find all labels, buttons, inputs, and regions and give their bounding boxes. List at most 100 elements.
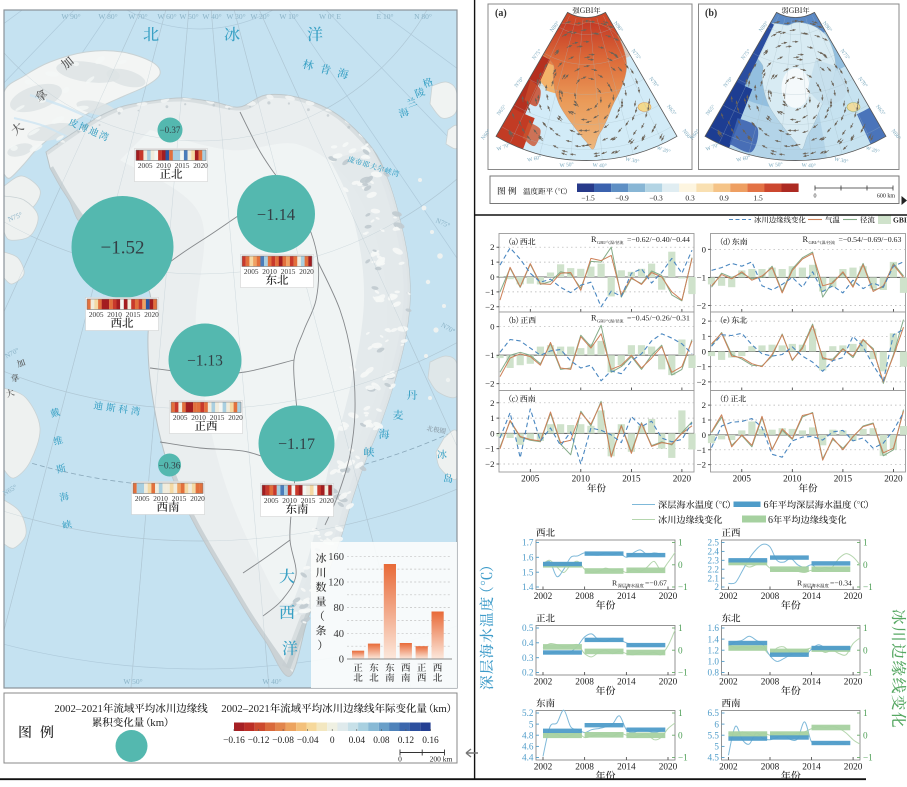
svg-text:W 50°: W 50° bbox=[123, 677, 142, 686]
svg-text:600 km: 600 km bbox=[877, 194, 896, 200]
svg-text:−1.13: −1.13 bbox=[187, 352, 223, 369]
svg-text:2014: 2014 bbox=[617, 763, 636, 773]
svg-text:0: 0 bbox=[490, 428, 495, 438]
svg-text:W 70°: W 70° bbox=[128, 12, 147, 21]
svg-text:2: 2 bbox=[714, 582, 719, 592]
svg-text:GBI/: GBI/ bbox=[597, 240, 607, 245]
svg-text:2008: 2008 bbox=[575, 763, 594, 773]
svg-text:2005: 2005 bbox=[89, 310, 104, 319]
svg-text:1.6: 1.6 bbox=[708, 623, 720, 633]
svg-text:−1: −1 bbox=[485, 287, 494, 297]
svg-text:−0.08: −0.08 bbox=[272, 736, 294, 746]
svg-text:120: 120 bbox=[328, 578, 344, 589]
svg-text:0: 0 bbox=[330, 736, 335, 746]
svg-text:2008: 2008 bbox=[575, 678, 594, 688]
svg-text:2010: 2010 bbox=[572, 474, 591, 484]
svg-text:2: 2 bbox=[702, 400, 706, 410]
svg-text:0: 0 bbox=[863, 646, 868, 656]
svg-text:=−0.34: =−0.34 bbox=[830, 579, 852, 588]
svg-text:2014: 2014 bbox=[802, 763, 821, 773]
svg-text:1.4: 1.4 bbox=[708, 634, 720, 644]
svg-text:5: 5 bbox=[714, 742, 719, 752]
svg-text:2014: 2014 bbox=[617, 592, 636, 602]
svg-text:km: km bbox=[433, 703, 447, 715]
svg-text:2020: 2020 bbox=[659, 592, 678, 602]
svg-text:1.2: 1.2 bbox=[708, 646, 720, 656]
svg-text:−0.36: −0.36 bbox=[159, 461, 181, 471]
svg-text:0.12: 0.12 bbox=[398, 736, 415, 746]
svg-text:2010: 2010 bbox=[783, 474, 802, 484]
svg-text:a: a bbox=[512, 238, 516, 247]
svg-text:2002: 2002 bbox=[719, 592, 738, 602]
svg-text:−1: −1 bbox=[485, 444, 494, 454]
svg-text:2020: 2020 bbox=[659, 678, 678, 688]
svg-text:−1: −1 bbox=[697, 445, 706, 455]
svg-text:2005: 2005 bbox=[733, 474, 752, 484]
svg-text:−2: −2 bbox=[485, 459, 494, 469]
svg-text:0: 0 bbox=[490, 272, 495, 282]
svg-text:−1: −1 bbox=[678, 668, 688, 678]
svg-text:W 40°: W 40° bbox=[801, 162, 816, 170]
svg-text:2015: 2015 bbox=[175, 161, 190, 170]
svg-text:1.4: 1.4 bbox=[522, 582, 534, 592]
svg-text:2010: 2010 bbox=[107, 310, 122, 319]
svg-text:1: 1 bbox=[678, 623, 683, 633]
svg-text:2010: 2010 bbox=[153, 494, 168, 503]
svg-text:−0.04: −0.04 bbox=[297, 736, 319, 746]
svg-text:−0.9: −0.9 bbox=[615, 194, 629, 203]
svg-text:2002: 2002 bbox=[719, 763, 738, 773]
svg-text:−2: −2 bbox=[485, 302, 494, 312]
svg-text:W 20°: W 20° bbox=[250, 12, 269, 21]
svg-text:−1: −1 bbox=[863, 753, 873, 763]
svg-text:0.04: 0.04 bbox=[349, 736, 366, 746]
svg-text:0: 0 bbox=[863, 560, 868, 570]
svg-text:0.2: 0.2 bbox=[522, 668, 534, 678]
svg-text:2015: 2015 bbox=[281, 267, 296, 276]
svg-text:2005: 2005 bbox=[173, 413, 188, 422]
svg-text:1: 1 bbox=[490, 257, 494, 267]
svg-text:2002: 2002 bbox=[534, 678, 553, 688]
svg-text:1: 1 bbox=[702, 331, 706, 341]
svg-text:(b): (b) bbox=[705, 8, 717, 19]
svg-text:0.08: 0.08 bbox=[373, 736, 390, 746]
svg-text:2005: 2005 bbox=[135, 494, 150, 503]
svg-text:1.5: 1.5 bbox=[753, 194, 763, 203]
svg-text:2008: 2008 bbox=[761, 763, 780, 773]
svg-text:5: 5 bbox=[529, 719, 534, 729]
svg-text:4.6: 4.6 bbox=[522, 742, 534, 752]
svg-text:1: 1 bbox=[702, 415, 706, 425]
svg-text:N 80°: N 80° bbox=[414, 12, 432, 21]
svg-text:−1: −1 bbox=[678, 753, 688, 763]
svg-text:1.6: 1.6 bbox=[522, 553, 534, 563]
svg-text:0.5: 0.5 bbox=[522, 623, 534, 633]
svg-text:1: 1 bbox=[490, 413, 494, 423]
svg-text:R: R bbox=[797, 579, 803, 588]
svg-text:2005: 2005 bbox=[138, 161, 153, 170]
svg-text:−1: −1 bbox=[485, 350, 494, 360]
svg-text:1: 1 bbox=[863, 623, 868, 633]
svg-text:1.5: 1.5 bbox=[522, 567, 534, 577]
svg-text:−2: −2 bbox=[485, 379, 494, 389]
svg-text:−1.5: −1.5 bbox=[581, 194, 595, 203]
svg-text:=−0.45/−0.26/−0.31: =−0.45/−0.26/−0.31 bbox=[627, 314, 690, 323]
svg-text:5.2: 5.2 bbox=[522, 708, 534, 718]
svg-text:−0.37: −0.37 bbox=[160, 125, 181, 135]
svg-text:200 km: 200 km bbox=[430, 755, 453, 764]
svg-text:2020: 2020 bbox=[844, 763, 863, 773]
svg-text:=−0.62/−0.40/−0.44: =−0.62/−0.40/−0.44 bbox=[627, 235, 690, 244]
svg-text:c: c bbox=[512, 395, 516, 404]
svg-text:2020: 2020 bbox=[673, 474, 692, 484]
svg-text:W 40°: W 40° bbox=[202, 12, 221, 21]
svg-text:W 40°: W 40° bbox=[592, 162, 607, 170]
svg-text:2020: 2020 bbox=[659, 763, 678, 773]
svg-text:2005: 2005 bbox=[244, 267, 259, 276]
svg-text:4.4: 4.4 bbox=[522, 753, 534, 763]
svg-text:2014: 2014 bbox=[802, 592, 821, 602]
svg-text:W 0° E: W 0° E bbox=[319, 12, 341, 21]
svg-text:2002: 2002 bbox=[534, 763, 553, 773]
svg-text:5.5: 5.5 bbox=[708, 731, 720, 741]
svg-text:W 80°: W 80° bbox=[98, 12, 117, 21]
svg-text:e: e bbox=[723, 316, 727, 325]
svg-text:1.7: 1.7 bbox=[522, 538, 534, 548]
svg-text:GBI/: GBI/ bbox=[597, 319, 607, 324]
